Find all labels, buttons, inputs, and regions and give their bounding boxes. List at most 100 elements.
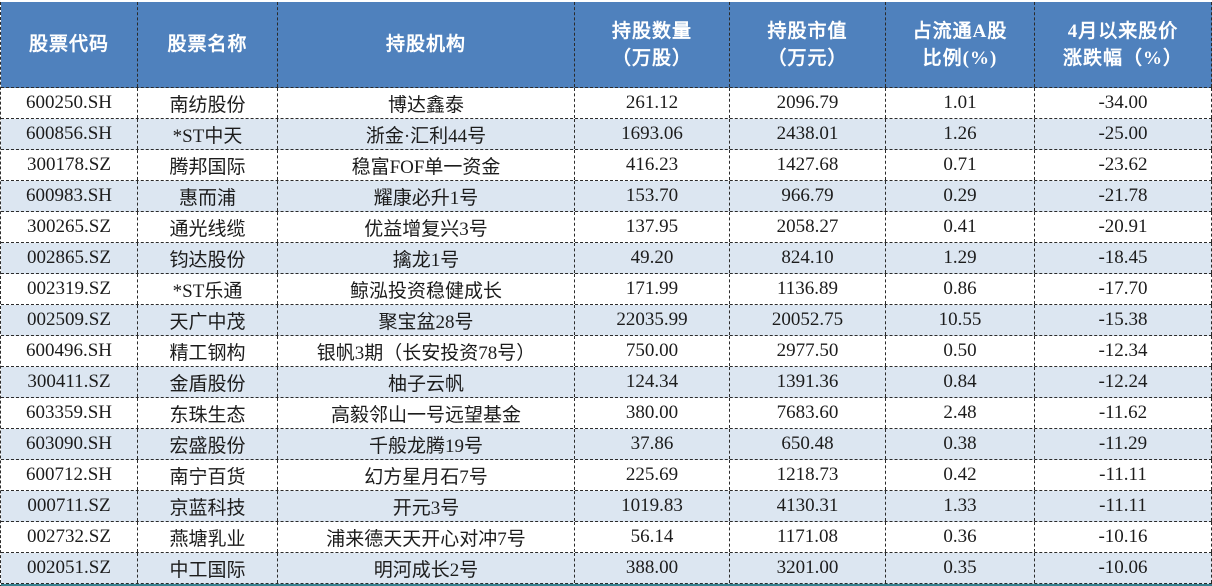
- cell-float-ratio: 1.01: [886, 88, 1035, 118]
- cell-stock-name: 东珠生态: [138, 398, 278, 428]
- cell-market-value: 2438.01: [730, 119, 886, 149]
- column-header-line1: 4月以来股价: [1067, 20, 1179, 42]
- cell-stock-code: 002051.SZ: [1, 553, 138, 583]
- table-row: 002865.SZ 钧达股份 擒龙1号 49.20 824.10 1.29 -18.45: [1, 243, 1212, 274]
- column-header-line2: （万元）: [767, 47, 848, 69]
- column-header-institution: 持股机构: [278, 2, 575, 87]
- cell-stock-name: 燕塘乳业: [138, 522, 278, 552]
- cell-shares-held: 261.12: [575, 88, 730, 118]
- bottom-strip: [1, 584, 1212, 586]
- cell-stock-name: 钧达股份: [138, 243, 278, 273]
- cell-float-ratio: 0.41: [886, 212, 1035, 242]
- cell-stock-name: *ST中天: [138, 119, 278, 149]
- cell-price-change: -25.00: [1035, 119, 1212, 149]
- table-row: 603359.SH 东珠生态 高毅邻山一号远望基金 380.00 7683.60 2.48…: [1, 398, 1212, 429]
- cell-shares-held: 171.99: [575, 274, 730, 304]
- column-header-line1: 股票代码: [28, 34, 109, 55]
- table-header-row: 股票代码 股票名称 持股机构 持股数量 （万股） 持股市值 （万元） 占流通A股 比例(%) 4月…: [1, 2, 1212, 88]
- cell-market-value: 2096.79: [730, 88, 886, 118]
- cell-float-ratio: 0.42: [886, 460, 1035, 490]
- cell-market-value: 1171.08: [730, 522, 886, 552]
- cell-institution: 千般龙腾19号: [278, 429, 575, 459]
- cell-stock-code: 002732.SZ: [1, 522, 138, 552]
- column-header-market-value: 持股市值 （万元）: [730, 2, 886, 87]
- cell-market-value: 1427.68: [730, 150, 886, 180]
- cell-price-change: -23.62: [1035, 150, 1212, 180]
- column-header-line1: 持股市值: [767, 20, 848, 42]
- cell-stock-name: 精工钢构: [138, 336, 278, 366]
- cell-market-value: 1136.89: [730, 274, 886, 304]
- cell-float-ratio: 1.29: [886, 243, 1035, 273]
- cell-stock-name: 天广中茂: [138, 305, 278, 335]
- cell-stock-name: 南纺股份: [138, 88, 278, 118]
- cell-price-change: -21.78: [1035, 181, 1212, 211]
- cell-institution: 博达鑫泰: [278, 88, 575, 118]
- cell-stock-name: 南宁百货: [138, 460, 278, 490]
- cell-market-value: 1391.36: [730, 367, 886, 397]
- cell-stock-name: 惠而浦: [138, 181, 278, 211]
- cell-float-ratio: 0.71: [886, 150, 1035, 180]
- cell-price-change: -34.00: [1035, 88, 1212, 118]
- cell-shares-held: 153.70: [575, 181, 730, 211]
- cell-shares-held: 225.69: [575, 460, 730, 490]
- cell-stock-code: 002865.SZ: [1, 243, 138, 273]
- cell-market-value: 2977.50: [730, 336, 886, 366]
- cell-shares-held: 380.00: [575, 398, 730, 428]
- cell-stock-name: 京蓝科技: [138, 491, 278, 521]
- column-header-line1: 占流通A股: [912, 20, 1008, 42]
- cell-shares-held: 137.95: [575, 212, 730, 242]
- cell-stock-name: 腾邦国际: [138, 150, 278, 180]
- cell-stock-code: 002319.SZ: [1, 274, 138, 304]
- cell-shares-held: 1693.06: [575, 119, 730, 149]
- table-row: 002051.SZ 中工国际 明河成长2号 388.00 3201.00 0.35 -10.…: [1, 553, 1212, 584]
- cell-institution: 高毅邻山一号远望基金: [278, 398, 575, 428]
- table-body: 600250.SH 南纺股份 博达鑫泰 261.12 2096.79 1.01 -34.00…: [1, 88, 1212, 584]
- column-header-shares-held: 持股数量 （万股）: [575, 2, 730, 87]
- cell-shares-held: 124.34: [575, 367, 730, 397]
- cell-institution: 银帆3期（长安投资78号）: [278, 336, 575, 366]
- cell-stock-code: 300178.SZ: [1, 150, 138, 180]
- column-header-line2: （万股）: [611, 47, 692, 69]
- cell-stock-code: 603359.SH: [1, 398, 138, 428]
- cell-stock-name: 金盾股份: [138, 367, 278, 397]
- cell-price-change: -10.06: [1035, 553, 1212, 583]
- cell-float-ratio: 2.48: [886, 398, 1035, 428]
- cell-institution: 开元3号: [278, 491, 575, 521]
- table-row: 002732.SZ 燕塘乳业 浦来德天天开心对冲7号 56.14 1171.08 0.36…: [1, 522, 1212, 553]
- cell-stock-code: 000711.SZ: [1, 491, 138, 521]
- cell-stock-code: 300265.SZ: [1, 212, 138, 242]
- table-row: 300411.SZ 金盾股份 柚子云帆 124.34 1391.36 0.84 -12.24: [1, 367, 1212, 398]
- cell-institution: 擒龙1号: [278, 243, 575, 273]
- table-row: 603090.SH 宏盛股份 千般龙腾19号 37.86 650.48 0.38 -11.2…: [1, 429, 1212, 460]
- cell-float-ratio: 0.86: [886, 274, 1035, 304]
- cell-market-value: 1218.73: [730, 460, 886, 490]
- cell-institution: 浙金·汇利44号: [278, 119, 575, 149]
- cell-shares-held: 37.86: [575, 429, 730, 459]
- table-row: 600250.SH 南纺股份 博达鑫泰 261.12 2096.79 1.01 -34.00: [1, 88, 1212, 119]
- table-row: 600983.SH 惠而浦 耀康必升1号 153.70 966.79 0.29 -21.78: [1, 181, 1212, 212]
- cell-market-value: 966.79: [730, 181, 886, 211]
- cell-price-change: -18.45: [1035, 243, 1212, 273]
- cell-stock-code: 300411.SZ: [1, 367, 138, 397]
- cell-float-ratio: 0.35: [886, 553, 1035, 583]
- cell-institution: 优益增复兴3号: [278, 212, 575, 242]
- cell-float-ratio: 0.50: [886, 336, 1035, 366]
- cell-shares-held: 56.14: [575, 522, 730, 552]
- cell-market-value: 824.10: [730, 243, 886, 273]
- cell-shares-held: 416.23: [575, 150, 730, 180]
- cell-market-value: 3201.00: [730, 553, 886, 583]
- cell-stock-name: 通光线缆: [138, 212, 278, 242]
- column-header-float-ratio: 占流通A股 比例(%): [886, 2, 1035, 87]
- cell-market-value: 4130.31: [730, 491, 886, 521]
- column-header-price-change: 4月以来股价 涨跌幅（%）: [1035, 2, 1212, 87]
- cell-float-ratio: 10.55: [886, 305, 1035, 335]
- cell-price-change: -11.11: [1035, 460, 1212, 490]
- table-row: 002509.SZ 天广中茂 聚宝盆28号 22035.99 20052.75 10.55…: [1, 305, 1212, 336]
- column-header-stock-code: 股票代码: [1, 2, 138, 87]
- cell-shares-held: 1019.83: [575, 491, 730, 521]
- cell-shares-held: 750.00: [575, 336, 730, 366]
- column-header-line1: 股票名称: [167, 34, 248, 55]
- cell-market-value: 2058.27: [730, 212, 886, 242]
- table-row: 300178.SZ 腾邦国际 稳富FOF单一资金 416.23 1427.68 0.71-…: [1, 150, 1212, 181]
